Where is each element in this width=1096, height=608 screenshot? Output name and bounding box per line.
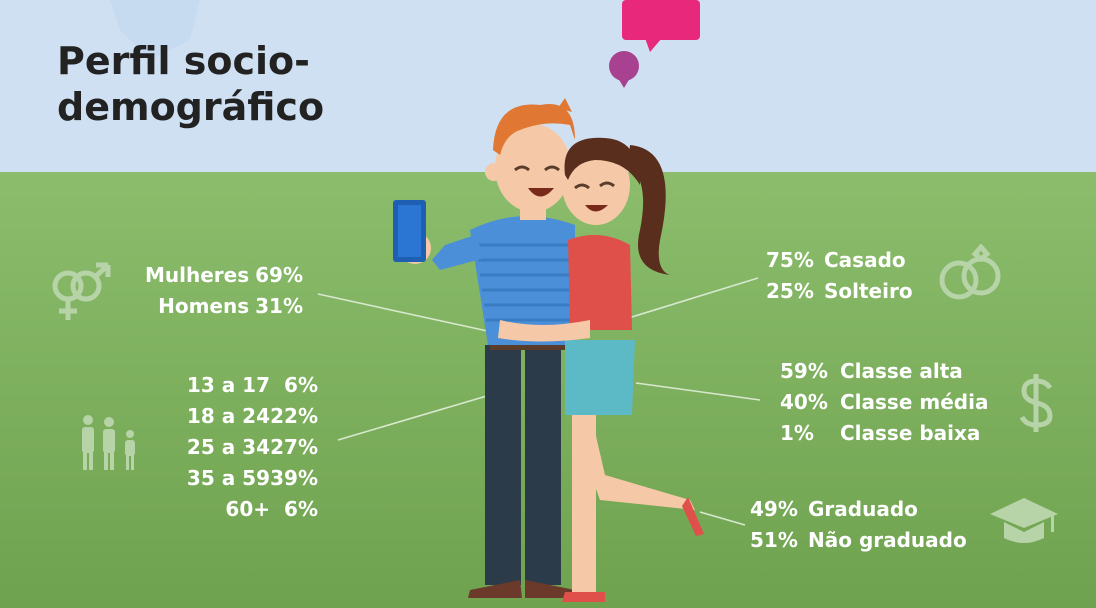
education-stats: 49% Graduado 51% Não graduado — [750, 494, 967, 556]
marital-row: 25% Solteiro — [766, 279, 913, 303]
class-row: 59% Classe alta — [780, 359, 963, 383]
age-row: 13 a 17 6% — [186, 373, 318, 397]
graduation-cap-icon — [990, 498, 1058, 543]
gender-row: Mulheres 69% — [144, 263, 303, 287]
rings-icon — [939, 244, 1001, 300]
age-row: 18 a 24 22% — [186, 404, 318, 428]
gender-icon — [52, 262, 111, 320]
man-figure — [393, 98, 578, 598]
age-row: 60+ 6% — [225, 497, 318, 521]
woman-figure — [498, 137, 704, 602]
people-icon — [82, 415, 135, 470]
marital-stats: 75% Casado 25% Solteiro — [766, 245, 913, 307]
age-stats: 13 a 17 6% 18 a 24 22% 25 a 34 27% 35 a 59 3… — [172, 370, 318, 525]
age-row: 35 a 59 39% — [186, 466, 318, 490]
class-row: 1% Classe baixa — [780, 421, 981, 445]
class-row: 40% Classe média — [780, 390, 989, 414]
social-class-stats: 59% Classe alta 40% Classe média 1% Classe … — [780, 356, 988, 449]
gender-stats: Mulheres 69% Homens 31% — [145, 260, 303, 322]
education-row: 51% Não graduado — [750, 528, 967, 552]
education-row: 49% Graduado — [750, 497, 918, 521]
dollar-icon — [1019, 374, 1053, 432]
page-title: Perfil socio-demográfico — [57, 39, 325, 129]
speech-bubble-icon — [609, 0, 700, 88]
gender-row: Homens 31% — [158, 294, 303, 318]
marital-row: 75% Casado — [766, 248, 906, 272]
map-shape — [110, 0, 200, 60]
age-row: 25 a 34 27% — [186, 435, 318, 459]
connector-lines — [317, 277, 761, 526]
